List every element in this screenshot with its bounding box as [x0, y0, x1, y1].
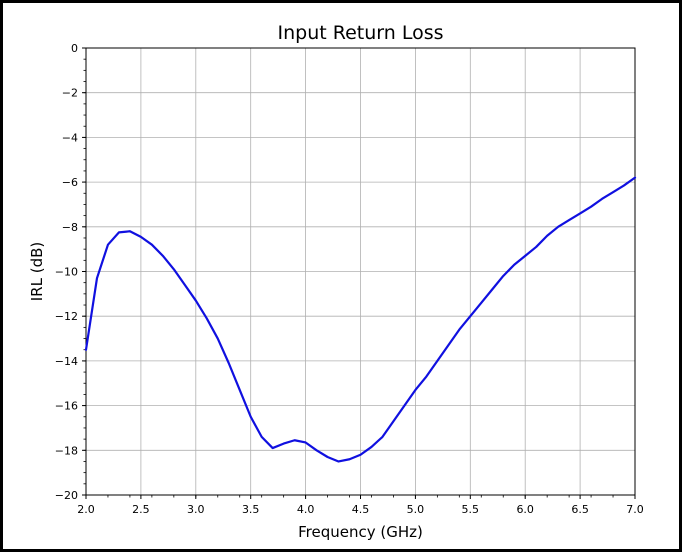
x-axis-label: Frequency (GHz): [298, 523, 423, 541]
y-axis-label: IRL (dB): [28, 242, 46, 302]
y-tick-label: −4: [62, 131, 78, 144]
x-tick-label: 5.5: [462, 503, 480, 516]
y-tick-label: −18: [55, 444, 78, 457]
chart-title: Input Return Loss: [278, 22, 444, 44]
y-tick-label: −2: [62, 87, 78, 100]
series-line: [84, 176, 637, 463]
grid: [85, 47, 636, 496]
x-tick-label: 2.5: [132, 503, 150, 516]
y-tick-label: −10: [55, 266, 78, 279]
x-tick-label: 7.0: [626, 503, 644, 516]
y-tick-label: −16: [55, 400, 78, 413]
y-tick-label: −20: [55, 489, 78, 502]
axis-ticks: 2.0 2.5 3.0 3.5 4.0 4.5 5.0 5.5 6.0 6.5 7.0 0 −2 −4 −6…: [55, 42, 644, 516]
x-tick-label: 3.5: [242, 503, 260, 516]
x-tick-label: 2.0: [77, 503, 95, 516]
y-tick-label: −14: [55, 355, 78, 368]
x-tick-label: 3.0: [187, 503, 205, 516]
x-tick-label: 4.5: [352, 503, 370, 516]
x-tick-label: 6.5: [571, 503, 589, 516]
x-tick-label: 5.0: [407, 503, 425, 516]
series-layer: [84, 176, 637, 463]
y-tick-label: −8: [62, 221, 78, 234]
y-tick-label: 0: [71, 42, 78, 55]
y-tick-label: −6: [62, 176, 78, 189]
y-tick-label: −12: [55, 310, 78, 323]
x-tick-label: 4.0: [297, 503, 315, 516]
x-tick-label: 6.0: [516, 503, 534, 516]
